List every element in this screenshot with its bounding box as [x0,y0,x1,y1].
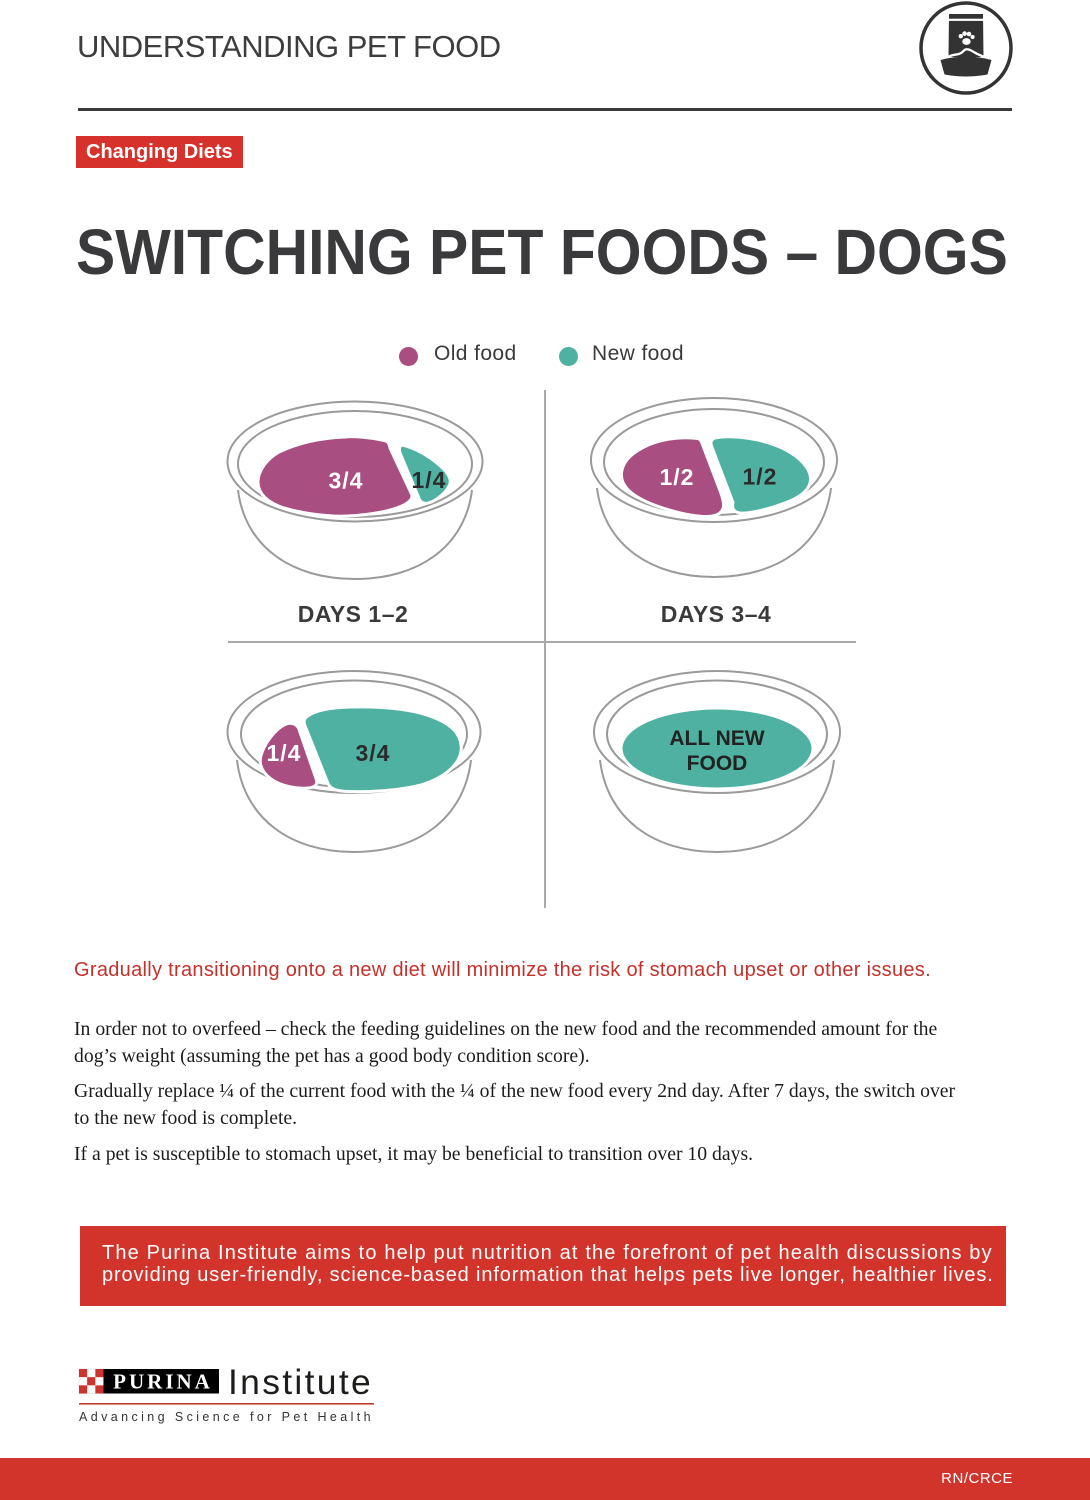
svg-text:1/2: 1/2 [660,464,695,490]
svg-text:FOOD: FOOD [687,752,748,775]
svg-text:Institute: Institute [228,1365,373,1402]
svg-text:DAYS 1–2: DAYS 1–2 [298,601,409,627]
svg-text:DAYS 3–4: DAYS 3–4 [661,601,772,627]
svg-text:PURINA: PURINA [113,1370,213,1394]
svg-text:1/2: 1/2 [743,464,778,490]
svg-text:1/4: 1/4 [267,740,302,766]
svg-text:ALL NEW: ALL NEW [669,727,764,750]
svg-text:Advancing Science for Pet Heal: Advancing Science for Pet Health [79,1410,374,1424]
svg-text:1/4: 1/4 [412,467,447,493]
svg-text:3/4: 3/4 [329,467,364,493]
svg-text:3/4: 3/4 [356,740,391,766]
